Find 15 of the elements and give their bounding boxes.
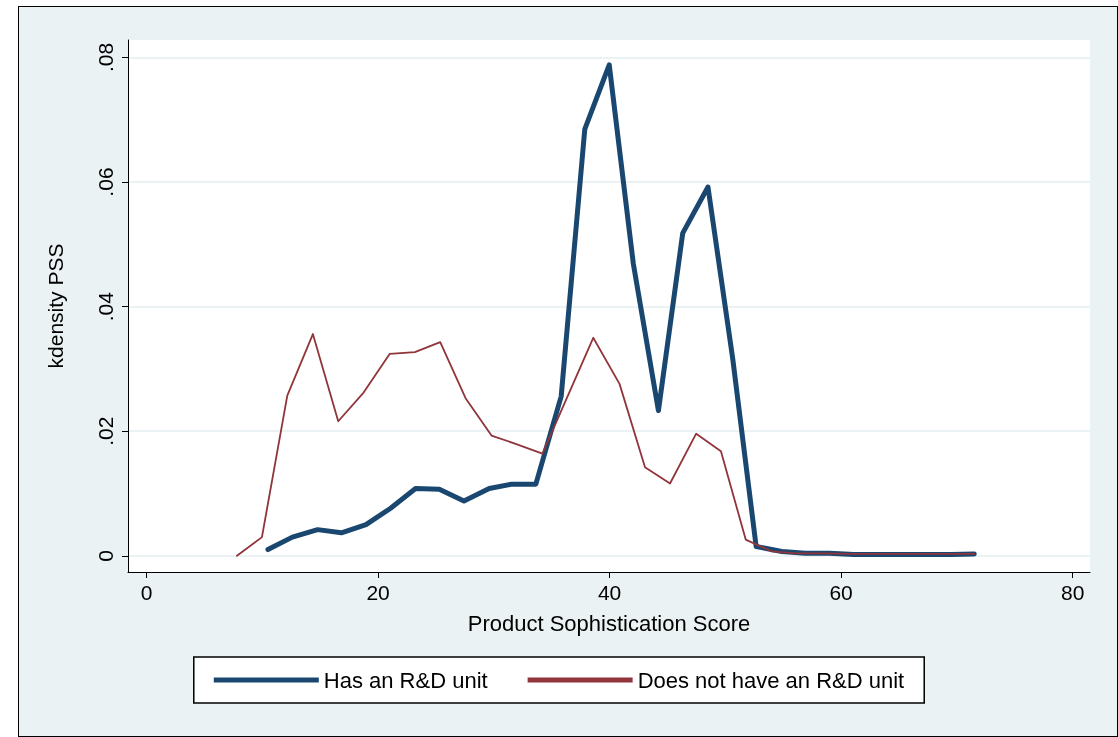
y-tick-label: .06 [94, 167, 117, 197]
y-tick-label: .08 [94, 42, 117, 73]
legend-label: Has an R&D unit [323, 667, 488, 693]
x-tick-label: 20 [366, 581, 390, 604]
x-tick-label: 40 [597, 581, 622, 604]
legend-label: Does not have an R&D unit [637, 667, 905, 693]
x-axis-title: Product Sophistication Score [467, 610, 751, 636]
x-tick-label: 60 [829, 581, 853, 604]
y-axis-title: kdensity PSS [44, 243, 67, 369]
y-tick-label: 0 [94, 549, 117, 562]
line-series [236, 333, 976, 557]
y-tick-label: .04 [94, 291, 117, 322]
x-tick-label: 0 [140, 581, 153, 604]
y-tick-label: .02 [94, 416, 117, 446]
x-tick-label: 80 [1060, 581, 1085, 604]
